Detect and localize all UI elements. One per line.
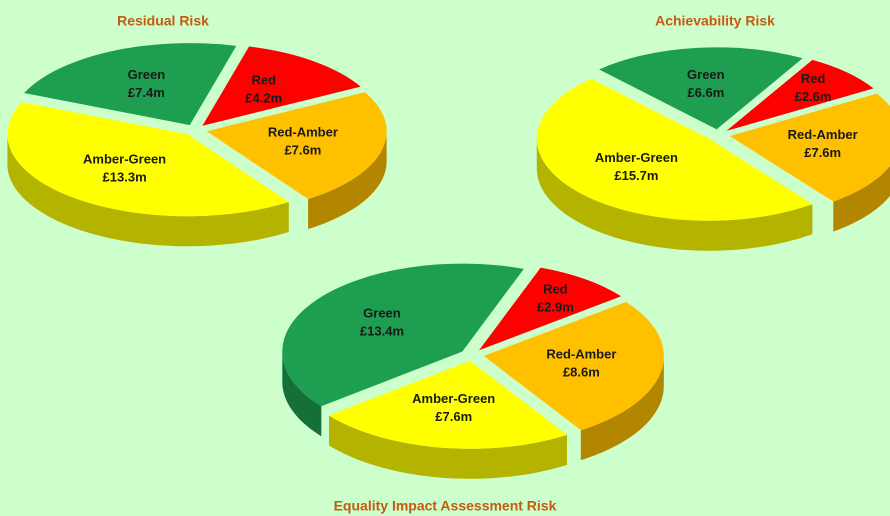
slice-category-label: Amber-Green (412, 391, 495, 406)
slice-side (536, 140, 813, 251)
slice-side (580, 356, 664, 461)
slice-value-label: £4.2m (245, 91, 282, 106)
slice-side (833, 165, 890, 232)
chart-title: Achievability Risk (655, 13, 775, 29)
slice-category-label: Amber-Green (83, 152, 166, 167)
slice-value-label: £7.4m (128, 85, 165, 100)
slice-side (282, 352, 322, 437)
slice (202, 46, 361, 126)
slice-value-label: £7.6m (435, 409, 472, 424)
slice-category-label: Amber-Green (595, 150, 678, 165)
chart-title: Equality Impact Assessment Risk (334, 498, 557, 514)
slice-category-label: Red-Amber (788, 127, 858, 142)
slice (24, 43, 237, 126)
slice-category-label: Green (128, 67, 166, 82)
slice-category-label: Red-Amber (546, 347, 616, 362)
slice-value-label: £2.6m (795, 89, 832, 104)
slice-value-label: £6.6m (687, 85, 724, 100)
slice (599, 47, 803, 130)
slice-side (308, 133, 387, 229)
slice-side (7, 134, 289, 247)
pie: Red £4.2m Red-Amber £7.6m Amber-Green £13.3m G… (7, 43, 387, 247)
pie: Red £2.6m Red-Amber £7.6m Amber-Green £15.7m G… (536, 47, 890, 251)
slice (726, 59, 874, 131)
slice-value-label: £2.9m (537, 299, 574, 314)
slice-side (329, 415, 567, 479)
slice (206, 92, 387, 200)
slice (729, 93, 890, 202)
slice-value-label: £13.4m (360, 324, 404, 339)
slice-value-label: £7.6m (804, 145, 841, 160)
slice-category-label: Red-Amber (268, 124, 338, 139)
slice-value-label: £8.6m (563, 365, 600, 380)
slice (536, 78, 813, 221)
slice-value-label: £15.7m (614, 168, 658, 183)
slice (282, 263, 524, 407)
slice-category-label: Red (543, 281, 568, 296)
slice-value-label: £13.3m (103, 170, 147, 185)
slice-value-label: £7.6m (284, 142, 321, 157)
slice-category-label: Green (687, 67, 725, 82)
slice (483, 301, 664, 431)
pie: Red £2.9m Red-Amber £8.6m Amber-Green £7.6m Gr… (282, 263, 664, 479)
chart-title: Residual Risk (117, 13, 209, 29)
slice-category-label: Green (363, 306, 401, 321)
slice-category-label: Red (801, 71, 826, 86)
slice (329, 360, 568, 449)
slice (479, 267, 622, 351)
slice (7, 102, 289, 217)
slice-category-label: Red (251, 73, 276, 88)
